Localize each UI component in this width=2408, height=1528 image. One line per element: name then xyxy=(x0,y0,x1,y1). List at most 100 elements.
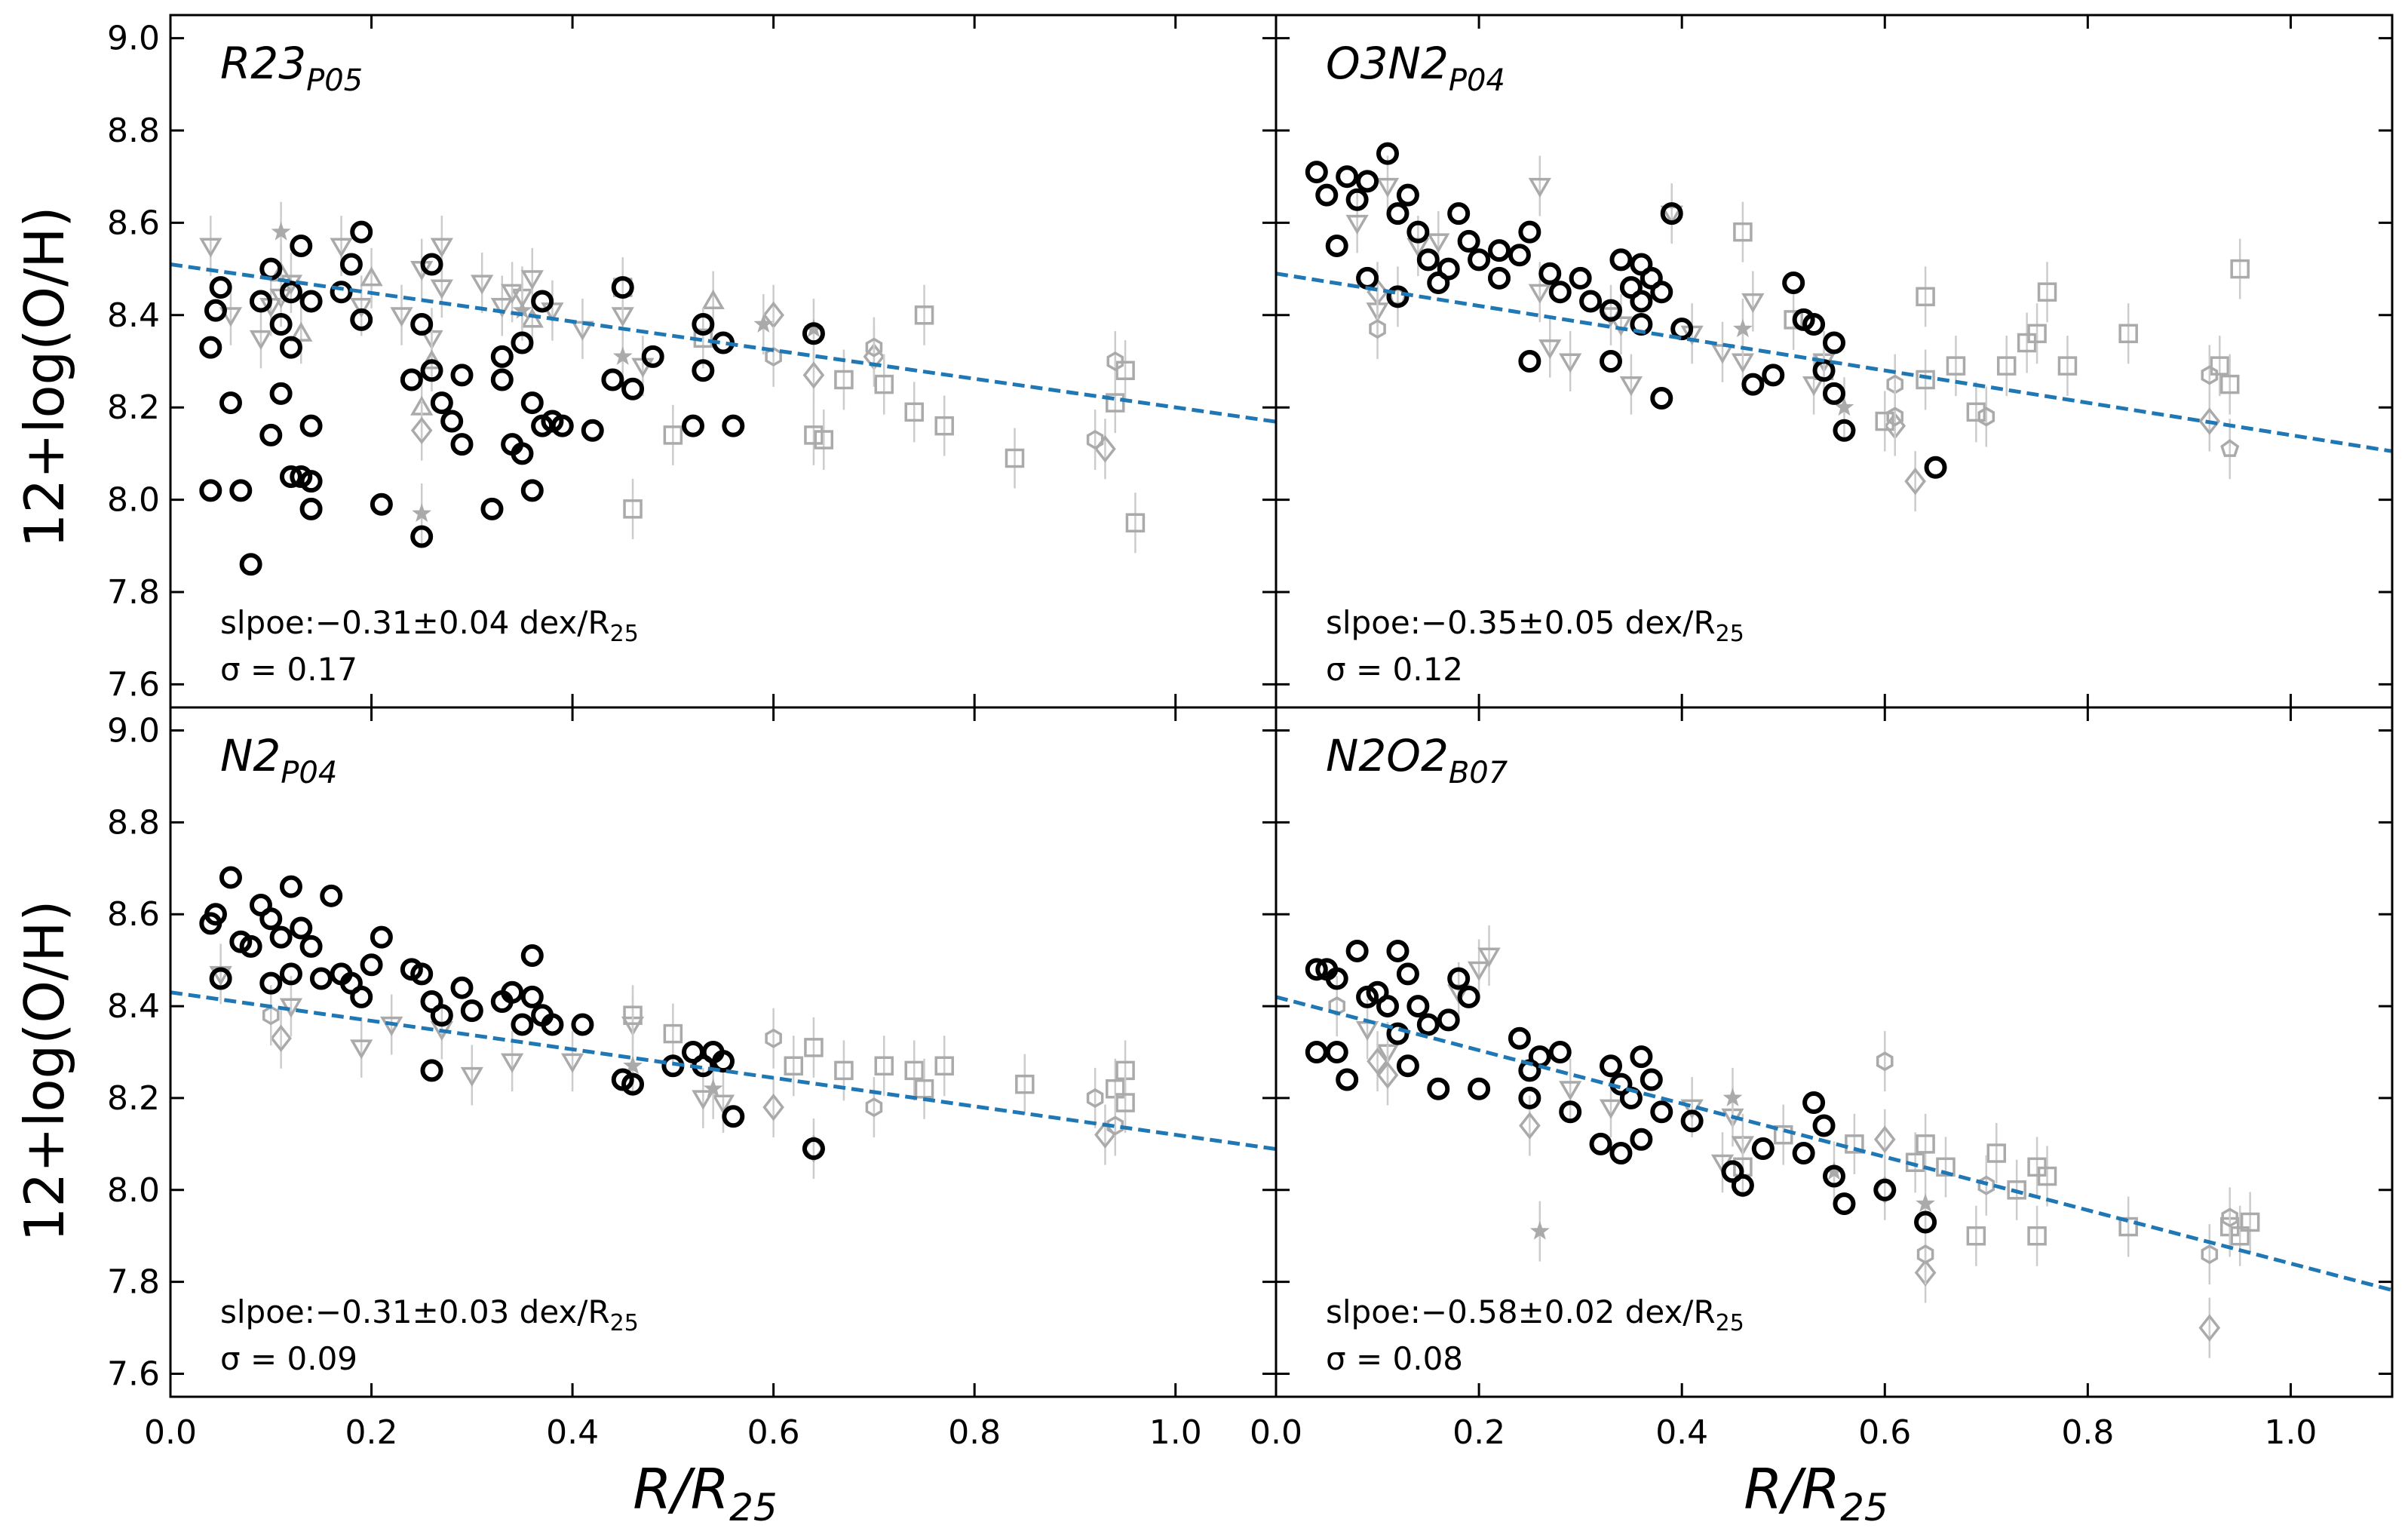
data-point xyxy=(1600,299,1622,322)
data-point xyxy=(904,1060,924,1081)
data-point xyxy=(1904,467,1926,496)
data-point xyxy=(701,289,725,309)
data-point xyxy=(390,307,413,327)
data-point xyxy=(520,944,544,968)
data-point xyxy=(370,925,393,949)
data-point xyxy=(1873,1178,1897,1201)
data-point xyxy=(601,368,624,391)
data-point xyxy=(420,349,443,370)
data-point xyxy=(1733,222,1753,242)
data-point xyxy=(711,1094,735,1115)
data-point xyxy=(1559,1081,1582,1101)
data-point xyxy=(299,290,323,313)
data-point xyxy=(199,479,222,502)
data-point xyxy=(865,1097,883,1118)
data-point xyxy=(1005,448,1025,468)
data-point xyxy=(1680,1109,1704,1133)
data-point xyxy=(440,410,464,433)
data-point xyxy=(1792,1142,1815,1165)
data-point xyxy=(2027,1226,2047,1246)
data-point xyxy=(1845,1134,1864,1154)
data-point xyxy=(1986,1143,2007,1163)
data-point xyxy=(219,307,243,327)
data-point xyxy=(299,470,323,493)
panel-title-main: O3N2 xyxy=(1326,38,1449,89)
data-point xyxy=(249,290,272,313)
data-point xyxy=(1731,1174,1754,1197)
data-point xyxy=(1345,214,1369,235)
data-point xyxy=(262,1005,280,1026)
slope-sub: 25 xyxy=(1716,1310,1744,1336)
data-point xyxy=(2201,1244,2219,1265)
slope-text: slpoe:−0.58±0.02 dex/R25 xyxy=(1326,1293,1744,1336)
data-point xyxy=(1396,962,1419,986)
panel-title-sub: P04 xyxy=(1449,63,1505,98)
data-point xyxy=(1916,1134,1935,1154)
data-point xyxy=(1386,1022,1410,1045)
series-gray-hexagons xyxy=(262,985,1124,1156)
data-point xyxy=(1741,373,1765,396)
y-tick-label: 8.2 xyxy=(107,1079,160,1118)
data-point xyxy=(934,1056,954,1076)
y-axis-label-top: 12+log(O/H) xyxy=(13,207,76,548)
data-point xyxy=(410,525,434,548)
y-tick-label: 7.8 xyxy=(107,1263,160,1302)
data-point xyxy=(1336,1068,1359,1091)
fit-line xyxy=(1276,995,2392,1293)
series-gray-squares xyxy=(1733,201,2250,452)
data-point xyxy=(1630,1128,1653,1151)
data-point xyxy=(865,337,883,357)
data-point xyxy=(1834,397,1854,416)
data-point xyxy=(1467,961,1491,981)
data-point xyxy=(802,361,825,389)
data-point xyxy=(1115,361,1135,380)
data-point xyxy=(2118,324,2138,344)
series-gray-hexagons xyxy=(1369,299,2219,447)
data-point xyxy=(1660,202,1683,226)
data-point xyxy=(1802,313,1826,336)
data-point xyxy=(2198,1314,2221,1342)
data-point xyxy=(350,308,373,331)
x-axis-label-left: R/R25 xyxy=(633,1457,777,1528)
data-point xyxy=(1528,177,1551,198)
data-point xyxy=(712,1050,735,1073)
panel-title-sub: P04 xyxy=(281,756,337,790)
data-point xyxy=(279,281,302,304)
x-tick-label: 0.8 xyxy=(2061,1413,2114,1452)
data-point xyxy=(269,313,293,336)
data-point xyxy=(1086,430,1104,450)
data-point xyxy=(1538,262,1562,285)
data-point xyxy=(259,423,283,446)
data-point xyxy=(412,503,432,522)
data-point xyxy=(874,1056,894,1076)
data-point xyxy=(1823,1164,1845,1188)
data-layer xyxy=(170,201,1276,576)
data-point xyxy=(290,916,313,940)
data-point xyxy=(490,298,514,318)
panel-frame xyxy=(1275,706,2394,1398)
data-point xyxy=(339,253,363,276)
data-point xyxy=(874,374,894,394)
sigma-text: σ = 0.08 xyxy=(1326,1340,1463,1377)
data-point xyxy=(1924,456,1947,479)
panel-title: N2O2B07 xyxy=(1326,730,1508,790)
panel-3: 7.6 7.8 8.0 8.2 8.4 8.6 8.8 9.0 0.0 0.2 0.4 0.6 0.8 1… xyxy=(107,706,1278,1452)
data-point xyxy=(623,499,643,519)
data-point xyxy=(229,479,253,502)
panel-title-sub: B07 xyxy=(1449,756,1508,790)
x-tick-label: 1.0 xyxy=(2264,1413,2317,1452)
data-point xyxy=(450,976,474,999)
data-point xyxy=(259,907,283,931)
data-point xyxy=(1875,411,1895,431)
data-point xyxy=(520,985,544,1008)
data-point xyxy=(1508,244,1531,267)
data-point xyxy=(330,281,353,304)
data-point xyxy=(914,305,934,325)
data-point xyxy=(309,967,333,990)
data-point xyxy=(753,314,774,333)
data-point xyxy=(1406,995,1430,1018)
data-point xyxy=(400,368,423,391)
data-point xyxy=(1966,402,1986,422)
data-point xyxy=(1886,407,1904,427)
data-point xyxy=(551,414,574,437)
